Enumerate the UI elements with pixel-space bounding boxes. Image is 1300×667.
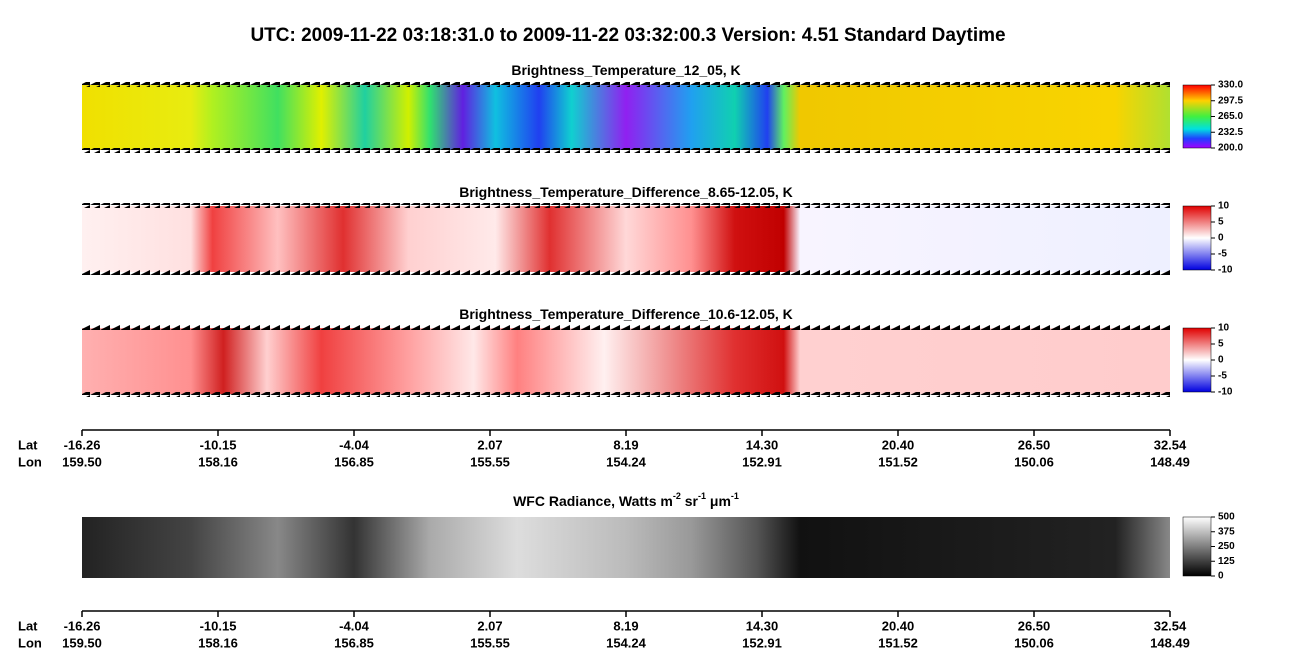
panel-title: Brightness_Temperature_12_05, K xyxy=(511,62,740,78)
colorbar-label: 330.0 xyxy=(1218,80,1243,91)
colorbar-label: 125 xyxy=(1218,556,1235,567)
colorbar-label: 500 xyxy=(1218,512,1235,523)
lat-tick-label: 26.50 xyxy=(1018,437,1051,452)
strip-edge xyxy=(82,148,1170,153)
colorbar-label: 5 xyxy=(1218,217,1224,228)
lon-label: Lon xyxy=(18,635,42,650)
panel-title: Brightness_Temperature_Difference_10.6-1… xyxy=(459,306,793,322)
lat-tick-label: -4.04 xyxy=(339,437,369,452)
colorbar xyxy=(1182,205,1212,271)
strip-edge xyxy=(82,203,1170,208)
colorbar-label: 10 xyxy=(1218,323,1230,334)
colorbar-label: 0 xyxy=(1218,233,1224,244)
lon-tick-label: 148.49 xyxy=(1150,635,1190,650)
colorbar-label: 10 xyxy=(1218,201,1230,212)
lon-tick-label: 156.85 xyxy=(334,454,374,469)
lat-tick-label: 32.54 xyxy=(1154,618,1187,633)
lon-tick-label: 158.16 xyxy=(198,635,238,650)
title-part: -1 xyxy=(698,491,706,501)
lon-tick-label: 148.49 xyxy=(1150,454,1190,469)
colorbar-label: 0 xyxy=(1218,571,1224,582)
lat-tick-label: -16.26 xyxy=(64,618,101,633)
image-strip xyxy=(82,517,1170,578)
lon-tick-label: 152.91 xyxy=(742,454,782,469)
colorbar-label: -5 xyxy=(1218,371,1227,382)
colorbar-label: -10 xyxy=(1218,387,1233,398)
panel-title: Brightness_Temperature_Difference_8.65-1… xyxy=(459,184,793,200)
title-part: -2 xyxy=(673,491,681,501)
colorbar-label: 297.5 xyxy=(1218,95,1243,106)
colorbar-label: 375 xyxy=(1218,526,1235,537)
colorbar-label: 250 xyxy=(1218,541,1235,552)
lat-tick-label: 20.40 xyxy=(882,437,915,452)
lat-tick-label: 8.19 xyxy=(613,437,638,452)
lon-tick-label: 158.16 xyxy=(198,454,238,469)
colorbar-label: 5 xyxy=(1218,339,1224,350)
lat-tick-label: -10.15 xyxy=(200,618,237,633)
title-part: Brightness_Temperature_Difference_8.65-1… xyxy=(459,184,793,200)
lat-tick-label: 2.07 xyxy=(477,437,502,452)
lat-tick-label: -10.15 xyxy=(200,437,237,452)
lon-tick-label: 151.52 xyxy=(878,454,918,469)
colorbar-label: 0 xyxy=(1218,355,1224,366)
lon-tick-label: 154.24 xyxy=(606,454,647,469)
colorbar-label: 200.0 xyxy=(1218,143,1243,154)
lon-tick-label: 150.06 xyxy=(1014,454,1054,469)
lat-tick-label: 26.50 xyxy=(1018,618,1051,633)
title-part: Brightness_Temperature_Difference_10.6-1… xyxy=(459,306,793,322)
lat-tick-label: 20.40 xyxy=(882,618,915,633)
lat-tick-label: 32.54 xyxy=(1154,437,1187,452)
lat-tick-label: 8.19 xyxy=(613,618,638,633)
lon-tick-label: 155.55 xyxy=(470,635,510,650)
lat-tick-label: -4.04 xyxy=(339,618,369,633)
colorbar-label: -5 xyxy=(1218,249,1227,260)
lat-tick-label: 2.07 xyxy=(477,618,502,633)
lon-tick-label: 154.24 xyxy=(606,635,647,650)
strip-edge xyxy=(82,82,1170,87)
lat-tick-label: -16.26 xyxy=(64,437,101,452)
lon-tick-label: 156.85 xyxy=(334,635,374,650)
colorbar-label: -10 xyxy=(1218,265,1233,276)
lon-tick-label: 151.52 xyxy=(878,635,918,650)
strip-edge xyxy=(82,325,1170,330)
colorbar xyxy=(1182,516,1212,577)
lon-tick-label: 152.91 xyxy=(742,635,782,650)
colorbar-label: 265.0 xyxy=(1218,111,1243,122)
lat-tick-label: 14.30 xyxy=(746,618,779,633)
lon-tick-label: 155.55 xyxy=(470,454,510,469)
lon-label: Lon xyxy=(18,454,42,469)
title-part: -1 xyxy=(731,491,739,501)
title-part: WFC Radiance, Watts m xyxy=(513,493,673,509)
lat-label: Lat xyxy=(18,618,38,633)
colorbar xyxy=(1182,327,1212,393)
colorbar xyxy=(1182,84,1212,149)
main-title: UTC: 2009-11-22 03:18:31.0 to 2009-11-22… xyxy=(250,25,1005,46)
lat-tick-label: 14.30 xyxy=(746,437,779,452)
title-part: sr xyxy=(681,493,699,509)
image-strip xyxy=(82,328,1170,394)
panel-title: WFC Radiance, Watts m-2 sr-1 μm-1 xyxy=(513,491,739,508)
lon-tick-label: 150.06 xyxy=(1014,635,1054,650)
lon-tick-label: 159.50 xyxy=(62,454,102,469)
image-strip xyxy=(82,85,1170,150)
lat-label: Lat xyxy=(18,437,38,452)
strip-edge xyxy=(82,392,1170,397)
image-strip xyxy=(82,206,1170,272)
title-part: μm xyxy=(706,493,731,509)
lon-tick-label: 159.50 xyxy=(62,635,102,650)
colorbar-label: 232.5 xyxy=(1218,127,1243,138)
title-part: Brightness_Temperature_12_05, K xyxy=(511,62,740,78)
strip-edge xyxy=(82,270,1170,275)
